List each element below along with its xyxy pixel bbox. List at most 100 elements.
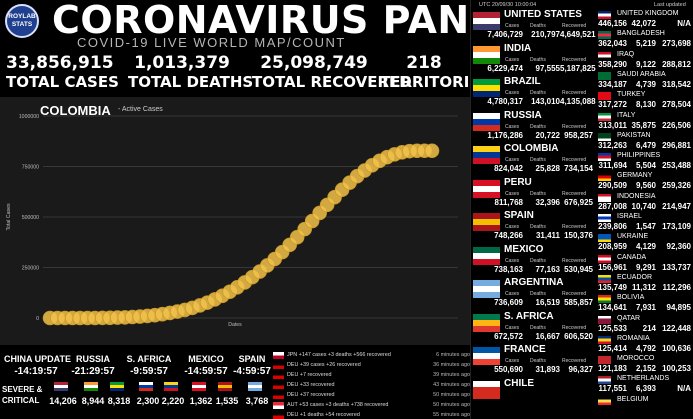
country-name[interactable]: ECUADOR — [617, 273, 653, 281]
country-name[interactable]: ARGENTINA — [504, 277, 564, 288]
country-name[interactable]: ISRAEL — [617, 213, 642, 220]
update-feed[interactable]: JPN +147 cases +3 deaths +566 recovered 6… — [273, 350, 470, 419]
country-flag — [598, 274, 611, 283]
cases-value: 4,780,317 — [487, 97, 523, 106]
country-name[interactable]: BRAZIL — [504, 76, 541, 87]
deaths-label: Deaths — [530, 358, 546, 364]
country-name[interactable]: BELGIUM — [617, 395, 649, 403]
clock-time: -4:59:57 — [233, 366, 271, 377]
country-flag — [598, 112, 611, 121]
cases-value: 290,509 — [598, 181, 627, 191]
territories-label: TERRITORIES — [380, 73, 491, 91]
recovered-value: 94,895 — [666, 303, 691, 313]
country-name[interactable]: ITALY — [617, 111, 636, 119]
deaths-value: 97,555 — [535, 63, 560, 73]
country-flag — [473, 45, 500, 64]
recovered-value: 318,542 — [662, 79, 691, 89]
country-name[interactable]: MEXICO — [504, 243, 544, 255]
country-name[interactable]: BANGLADESH — [617, 30, 665, 38]
country-name[interactable]: PHILIPPINES — [617, 152, 661, 160]
recovered-value: 122,448 — [662, 323, 691, 333]
country-name[interactable]: UNITED STATES — [504, 9, 582, 20]
cases-value: 362,043 — [598, 39, 627, 49]
country-name[interactable]: PERU — [504, 176, 532, 188]
country-flag — [598, 335, 611, 344]
critical-value: 2,220 — [161, 396, 185, 406]
deaths-value: 214 — [642, 323, 656, 333]
clock-time: -9:59:57 — [130, 366, 168, 377]
country-name[interactable]: NETHERLANDS — [617, 375, 670, 383]
deaths-value: 35,875 — [631, 120, 656, 130]
cases-value: 208,959 — [598, 242, 627, 252]
country-name[interactable]: CANADA — [617, 253, 647, 261]
recovered-value: 150,376 — [564, 231, 593, 240]
cases-value: 313,011 — [598, 120, 627, 130]
country-name[interactable]: SPAIN — [504, 210, 534, 221]
cases-value: 550,690 — [494, 365, 523, 374]
critical-flag — [110, 382, 124, 391]
deaths-value: 8,130 — [635, 100, 656, 110]
country-name[interactable]: ROMANIA — [617, 334, 650, 342]
feed-time-ago: 50 minutes ago — [433, 392, 470, 398]
country-flag — [473, 280, 500, 298]
country-name[interactable]: PAKISTAN — [617, 131, 651, 139]
country-list-panel[interactable] — [470, 0, 693, 419]
cases-value: 125,414 — [598, 343, 627, 353]
country-name[interactable]: UNITED KINGDOM — [617, 10, 679, 17]
country-flag — [598, 315, 611, 324]
deaths-value: 25,828 — [535, 164, 560, 173]
cases-value: 672,572 — [494, 331, 523, 341]
recovered-value: N/A — [677, 384, 691, 394]
deaths-value: 11,312 — [631, 282, 656, 292]
cases-value: 117,551 — [598, 384, 627, 394]
country-name[interactable]: TURKEY — [617, 91, 646, 99]
x-axis-label: Dates — [228, 322, 242, 328]
deaths-value: 10,740 — [631, 201, 656, 211]
severe-label-line-2: CRITICAL — [2, 396, 40, 405]
country-name[interactable]: RUSSIA — [504, 109, 542, 121]
country-flag — [598, 254, 611, 263]
country-name[interactable]: COLOMBIA — [504, 143, 559, 154]
deaths-value: 42,072 — [631, 19, 656, 28]
deaths-value: 4,792 — [635, 343, 656, 353]
country-name[interactable]: INDONESIA — [617, 192, 656, 200]
recovered-value: 734,154 — [564, 164, 593, 173]
deaths-label: Deaths — [530, 291, 546, 297]
feed-row: DEU +39 cases +26 recovered 36 minutes ag… — [273, 360, 470, 370]
clock-label: S. AFRICA — [126, 354, 172, 364]
country-flag — [598, 356, 611, 365]
cases-value: 748,266 — [494, 231, 523, 240]
critical-flag — [218, 382, 232, 391]
country-name[interactable]: QATAR — [617, 314, 641, 322]
country-name[interactable]: GERMANY — [617, 172, 653, 180]
recovered-label: Recovered — [562, 324, 587, 331]
country-name[interactable]: SAUDI ARABIA — [617, 70, 666, 78]
country-name[interactable]: UKRAINE — [617, 233, 649, 241]
recovered-value: 530,945 — [564, 264, 593, 274]
chart-subtitle: - Active Cases — [118, 106, 163, 113]
country-flag — [473, 146, 500, 164]
recovered-label: Recovered — [562, 157, 587, 163]
country-name[interactable]: FRANCE — [504, 344, 546, 355]
country-name[interactable]: MOROCCO — [617, 355, 655, 363]
feed-flag — [273, 361, 284, 369]
country-name[interactable]: IRAQ — [617, 50, 635, 58]
country-name[interactable]: CHILE — [504, 377, 534, 389]
cases-label: Cases — [505, 257, 520, 264]
cases-value: 738,163 — [494, 264, 523, 274]
deaths-value: 31,893 — [535, 365, 560, 374]
cases-label: Cases — [505, 224, 520, 230]
feed-flag — [273, 351, 284, 359]
critical-flag — [248, 382, 262, 391]
country-name[interactable]: INDIA — [504, 42, 532, 54]
utc-timestamp: UTC 20/09/30 10:00:04 — [479, 2, 537, 8]
country-name[interactable]: S. AFRICA — [504, 310, 554, 322]
country-flag — [473, 12, 500, 30]
deaths-label: Deaths — [530, 324, 546, 331]
cases-value: 811,768 — [494, 197, 523, 207]
deaths-label: Deaths — [530, 56, 546, 63]
deaths-label: Deaths — [530, 90, 546, 96]
country-flag — [473, 380, 500, 399]
country-name[interactable]: BOLIVIA — [617, 294, 645, 302]
cases-value: 312,263 — [598, 140, 627, 150]
